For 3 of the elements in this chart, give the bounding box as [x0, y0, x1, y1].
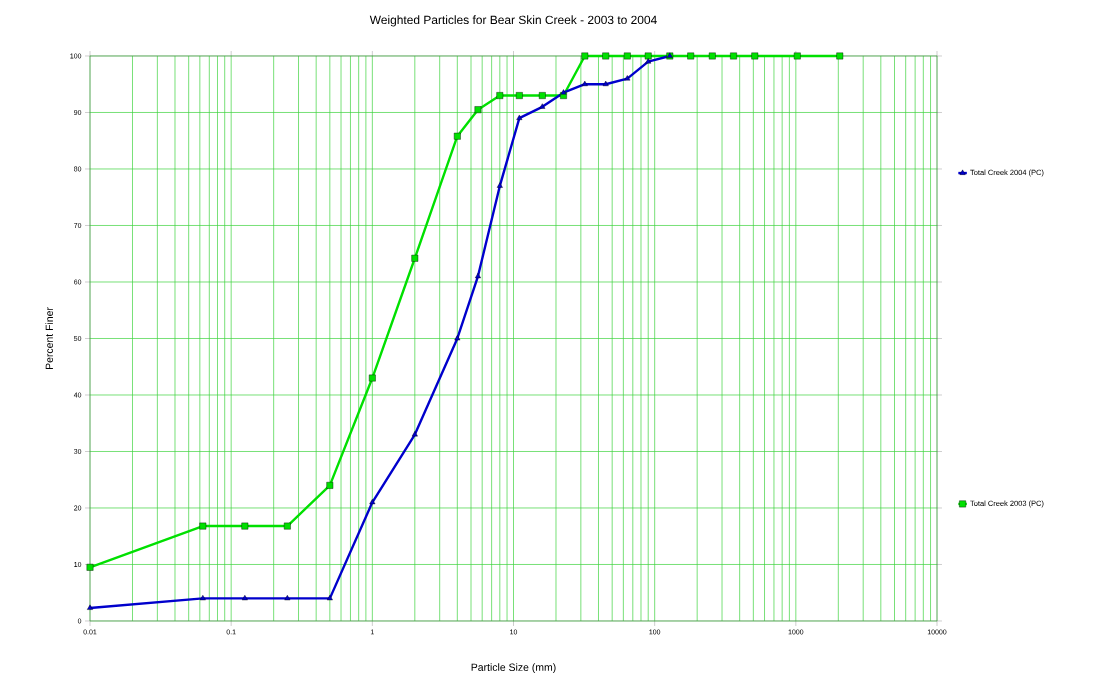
chart-title: Weighted Particles for Bear Skin Creek - 2003 to 2004: [369, 15, 657, 27]
y-axis-title: Percent Finer: [45, 307, 54, 370]
x-axis-title: Particle Size (mm): [471, 663, 556, 674]
